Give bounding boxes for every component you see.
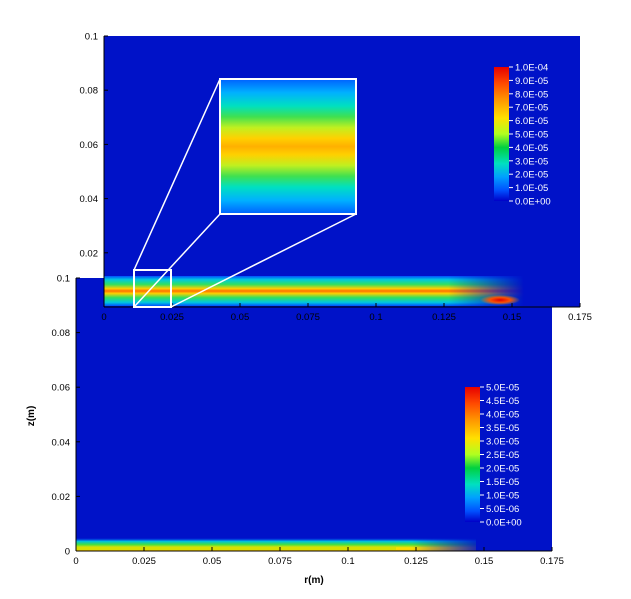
top-x-tick-label: 0.15: [503, 312, 522, 323]
bottom-y-tick-label: 0.06: [52, 383, 71, 394]
top-y-tick-label: 0.06: [80, 140, 99, 151]
bottom-colorbar: [465, 387, 480, 522]
bottom-y-tick-label: 0: [65, 547, 70, 558]
bottom-colorbar-label: 1.0E-05: [486, 491, 519, 502]
bottom-y-tick-label: 0.04: [52, 437, 71, 448]
bottom-plot: 0 0.025 0.05 0.075 0.1 0.125 0.15 0.175 0 0.02 0.…: [26, 274, 564, 587]
top-colorbar-label: 6.0E-05: [515, 116, 548, 127]
top-y-ticks: 0.02 0.04 0.06 0.08 0.1: [80, 32, 108, 308]
top-y-tick-label: 0.04: [80, 194, 99, 205]
top-x-tick-label: 0: [101, 312, 106, 323]
top-colorbar-label: 2.0E-05: [515, 170, 548, 181]
bottom-x-tick-label: 0.05: [203, 556, 222, 567]
zoom-connector-top-left: [133, 78, 221, 271]
zoom-inset-image: [220, 79, 356, 214]
top-colorbar-label: 8.0E-05: [515, 89, 548, 100]
bottom-colorbar-label: 4.0E-05: [486, 410, 519, 421]
y-axis-label: z(m): [26, 406, 37, 427]
zoom-connector-bottom-left: [133, 213, 221, 308]
zoom-connector-bottom-right: [170, 213, 357, 308]
top-y-tick-label: 0.1: [85, 32, 98, 43]
top-x-tick-label: 0.1: [369, 312, 382, 323]
bottom-x-tick-label: 0.15: [475, 556, 494, 567]
top-x-tick-label: 0.075: [296, 312, 320, 323]
top-plot-layer: [104, 276, 524, 306]
top-colorbar-label: 1.0E-04: [515, 63, 548, 74]
top-y-tick-label: 0.02: [80, 248, 99, 259]
bottom-colorbar-label: 5.0E-05: [486, 383, 519, 394]
bottom-y-ticks: 0 0.02 0.04 0.06 0.08 0.1: [52, 274, 80, 558]
bottom-colorbar-label: 1.5E-05: [486, 477, 519, 488]
bottom-colorbar-label: 2.0E-05: [486, 464, 519, 475]
top-colorbar-label: 1.0E-05: [515, 183, 548, 194]
zoom-inset-frame: [219, 78, 357, 215]
top-colorbar-label: 0.0E+00: [515, 197, 551, 208]
top-plot: 0 0.025 0.05 0.075 0.1 0.125 0.15 0.175 0.020.0…: [80, 32, 592, 324]
top-x-tick-label: 0.125: [432, 312, 456, 323]
bottom-colorbar-label: 2.5E-05: [486, 450, 519, 461]
top-colorbar-label: 5.0E-05: [515, 130, 548, 141]
bottom-colorbar-label: 4.5E-05: [486, 396, 519, 407]
bottom-colorbar-labels: 5.0E-05 4.5E-05 4.0E-05 3.5E-05 3.0E-05 2.5E-…: [480, 383, 522, 529]
bottom-colorbar-label: 5.0E-06: [486, 504, 519, 515]
bottom-x-tick-label: 0.075: [268, 556, 292, 567]
top-colorbar: [494, 67, 509, 201]
top-x-tick-label: 0.05: [231, 312, 250, 323]
bottom-colorbar-label: 3.0E-05: [486, 437, 519, 448]
top-colorbar-label: 7.0E-05: [515, 103, 548, 114]
bottom-colorbar-label: 0.0E+00: [486, 518, 522, 529]
bottom-x-tick-label: 0.025: [132, 556, 156, 567]
bottom-y-tick-label: 0.02: [52, 492, 71, 503]
zoom-source-box: [133, 269, 172, 308]
top-x-ticks: 0 0.025 0.05 0.075 0.1 0.125 0.15 0.175: [101, 303, 592, 323]
bottom-y-tick-label: 0.08: [52, 328, 71, 339]
bottom-x-tick-label: 0.175: [540, 556, 564, 567]
top-x-tick-label: 0.025: [160, 312, 184, 323]
top-plot-hotspot: [480, 295, 520, 305]
bottom-y-tick-label: 0.1: [57, 274, 70, 285]
top-colorbar-label: 9.0E-05: [515, 76, 548, 87]
bottom-colorbar-label: 3.5E-05: [486, 423, 519, 434]
top-x-tick-label: 0.175: [568, 312, 592, 323]
x-axis-label: r(m): [304, 575, 323, 586]
top-colorbar-label: 3.0E-05: [515, 156, 548, 167]
bottom-x-tick-label: 0.1: [341, 556, 354, 567]
bottom-x-tick-label: 0: [73, 556, 78, 567]
top-colorbar-label: 4.0E-05: [515, 143, 548, 154]
bottom-x-tick-label: 0.125: [404, 556, 428, 567]
top-colorbar-labels: 1.0E-04 9.0E-05 8.0E-05 7.0E-05 6.0E-05 5.0E-…: [509, 63, 551, 208]
bottom-x-ticks: 0 0.025 0.05 0.075 0.1 0.125 0.15 0.175: [73, 547, 564, 567]
top-y-tick-label: 0.08: [80, 86, 99, 97]
bottom-plot-layer-core: [76, 547, 396, 550]
